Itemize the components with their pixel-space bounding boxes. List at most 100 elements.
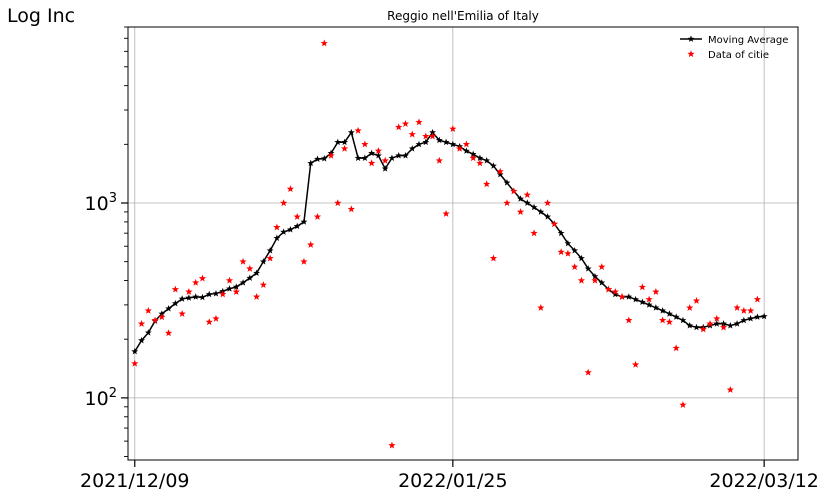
moving-average-point (239, 279, 247, 286)
data-point (462, 140, 470, 148)
data-point (192, 278, 200, 286)
data-point (151, 316, 159, 324)
data-point (286, 185, 295, 193)
data-point (368, 159, 376, 167)
moving-average-point (408, 145, 416, 152)
data-point (205, 318, 213, 326)
moving-average-point (402, 152, 409, 159)
moving-average-point (476, 154, 484, 161)
moving-average-point (490, 162, 497, 169)
grid (128, 27, 798, 460)
data-point (665, 318, 674, 326)
data-point (131, 359, 139, 367)
data-point (381, 156, 389, 164)
moving-average-point (713, 320, 721, 327)
moving-average-point (422, 138, 430, 146)
moving-average-point (469, 150, 477, 158)
data-point (631, 360, 640, 368)
moving-average-point (632, 295, 639, 303)
moving-average-point (226, 285, 233, 292)
y-tick-label: 103 (85, 191, 117, 215)
moving-average-point (753, 313, 761, 320)
legend: Moving Average Data of citie (680, 35, 788, 61)
data-point (753, 295, 762, 303)
moving-average-point (496, 170, 504, 178)
moving-average-point (611, 290, 619, 298)
data-point (401, 119, 410, 127)
data-point (449, 125, 457, 132)
data-point (604, 285, 613, 293)
data-point (713, 314, 721, 322)
data-point (564, 249, 572, 257)
data-point (679, 401, 687, 409)
moving-average-point (205, 290, 213, 298)
x-tick-label: 2021/12/09 (80, 470, 190, 492)
moving-average-point (638, 298, 646, 306)
data-point (388, 441, 396, 449)
moving-average-point (442, 138, 450, 146)
moving-average-point (280, 228, 288, 235)
data-point (740, 306, 748, 314)
data-point (178, 310, 186, 317)
moving-average-point (138, 336, 145, 344)
moving-average-point (517, 195, 524, 202)
moving-average-point (415, 140, 423, 148)
moving-average-point (530, 203, 538, 211)
data-point (645, 295, 653, 303)
data-point (273, 223, 281, 231)
moving-average-point (144, 329, 152, 336)
data-point (584, 368, 592, 376)
moving-average-point (503, 179, 511, 186)
data-point (503, 199, 511, 207)
moving-average-point (591, 272, 599, 280)
moving-average-point (720, 320, 727, 327)
data-point (300, 257, 308, 265)
data-point (164, 329, 173, 337)
data-point (280, 199, 288, 207)
data-point (537, 303, 545, 311)
moving-average-point (625, 293, 633, 300)
data-point (747, 306, 755, 314)
moving-average-point (171, 299, 179, 307)
data-point (733, 303, 741, 311)
moving-average-point (483, 157, 491, 164)
data-point (557, 248, 565, 256)
data-point (320, 39, 328, 47)
data-point (699, 325, 707, 333)
data-point (408, 130, 416, 138)
data-point (347, 205, 355, 213)
data-point (550, 220, 558, 228)
moving-average-point (253, 269, 261, 276)
data-point (672, 344, 680, 352)
legend-data-star (687, 50, 695, 58)
data-point (395, 123, 403, 131)
legend-line-star (687, 35, 695, 42)
data-point (354, 126, 362, 134)
data-point (144, 306, 152, 314)
data-point (706, 319, 714, 327)
data-point (246, 264, 254, 272)
x-tick-label: 2022/01/25 (398, 470, 508, 492)
data-point (259, 281, 267, 288)
moving-average-point (354, 154, 362, 161)
legend-data-marker (687, 50, 695, 58)
moving-average-point (374, 152, 382, 159)
data-point (659, 316, 667, 324)
moving-average-point (165, 305, 173, 312)
data-point (361, 140, 369, 148)
moving-average-point (740, 316, 748, 324)
y-tick-label: 102 (85, 386, 117, 410)
moving-average-point (537, 208, 545, 215)
moving-average-point (199, 293, 206, 301)
axis-ticks: 2021/12/09 2022/01/25 2022/03/12 102 103 (80, 26, 819, 492)
data-point (158, 313, 166, 321)
series-layer (131, 39, 768, 449)
moving-average-point (395, 152, 403, 159)
data-point (219, 290, 227, 298)
moving-average-point (747, 315, 755, 322)
moving-average-point (523, 199, 531, 206)
moving-average-point (578, 254, 585, 262)
moving-average-point (760, 312, 768, 320)
moving-average-point (435, 136, 443, 144)
